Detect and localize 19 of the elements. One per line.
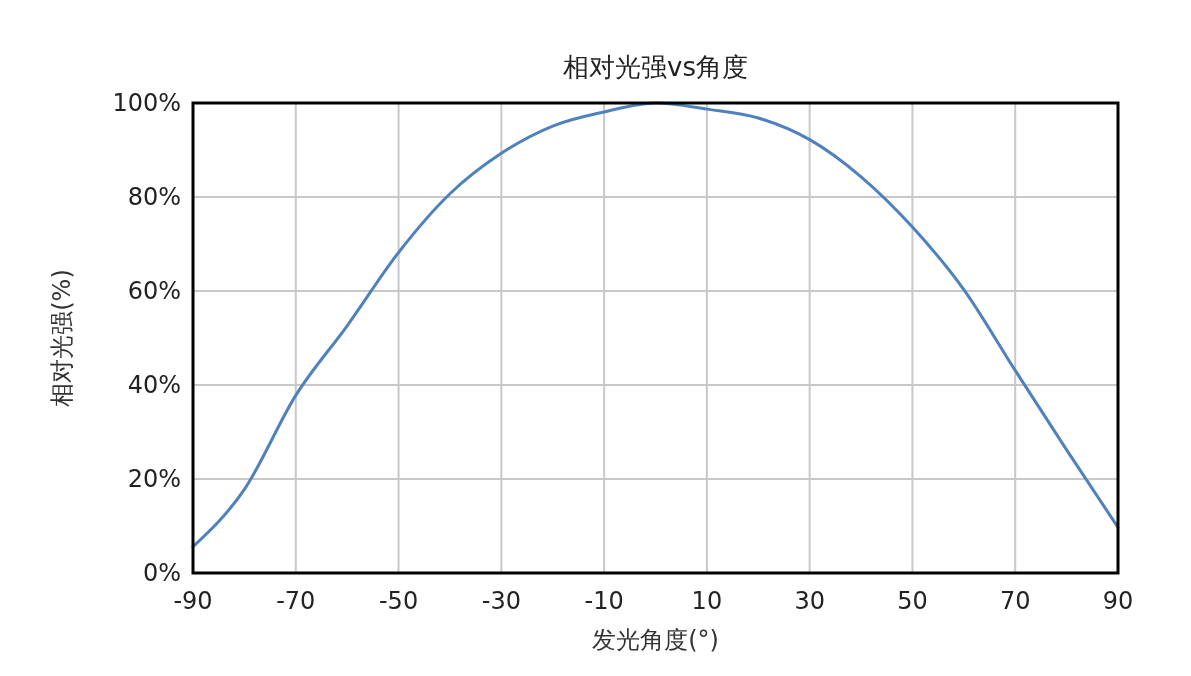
y-tick-label: 100% (112, 89, 181, 117)
x-tick-label: -10 (584, 587, 624, 615)
y-tick-label: 60% (127, 277, 181, 305)
x-tick-label: -50 (378, 587, 419, 615)
x-tick-label: 10 (691, 587, 723, 615)
x-tick-label: -30 (481, 587, 521, 615)
y-tick-label: 20% (127, 465, 181, 493)
y-tick-label: 40% (127, 371, 181, 399)
y-axis-title: 相对光强(%) (48, 269, 76, 407)
x-tick-label: -70 (276, 587, 316, 615)
x-tick-label: -90 (173, 587, 213, 615)
chart-title: 相对光强vs角度 (563, 52, 748, 82)
x-tick-label: 50 (897, 587, 928, 615)
x-tick-label: 70 (999, 587, 1031, 615)
y-tick-label: 80% (127, 183, 181, 211)
x-tick-label: 90 (1102, 587, 1134, 615)
x-axis-title: 发光角度(°) (592, 626, 719, 654)
y-tick-label: 0% (142, 559, 181, 587)
x-tick-label: 30 (794, 587, 825, 615)
